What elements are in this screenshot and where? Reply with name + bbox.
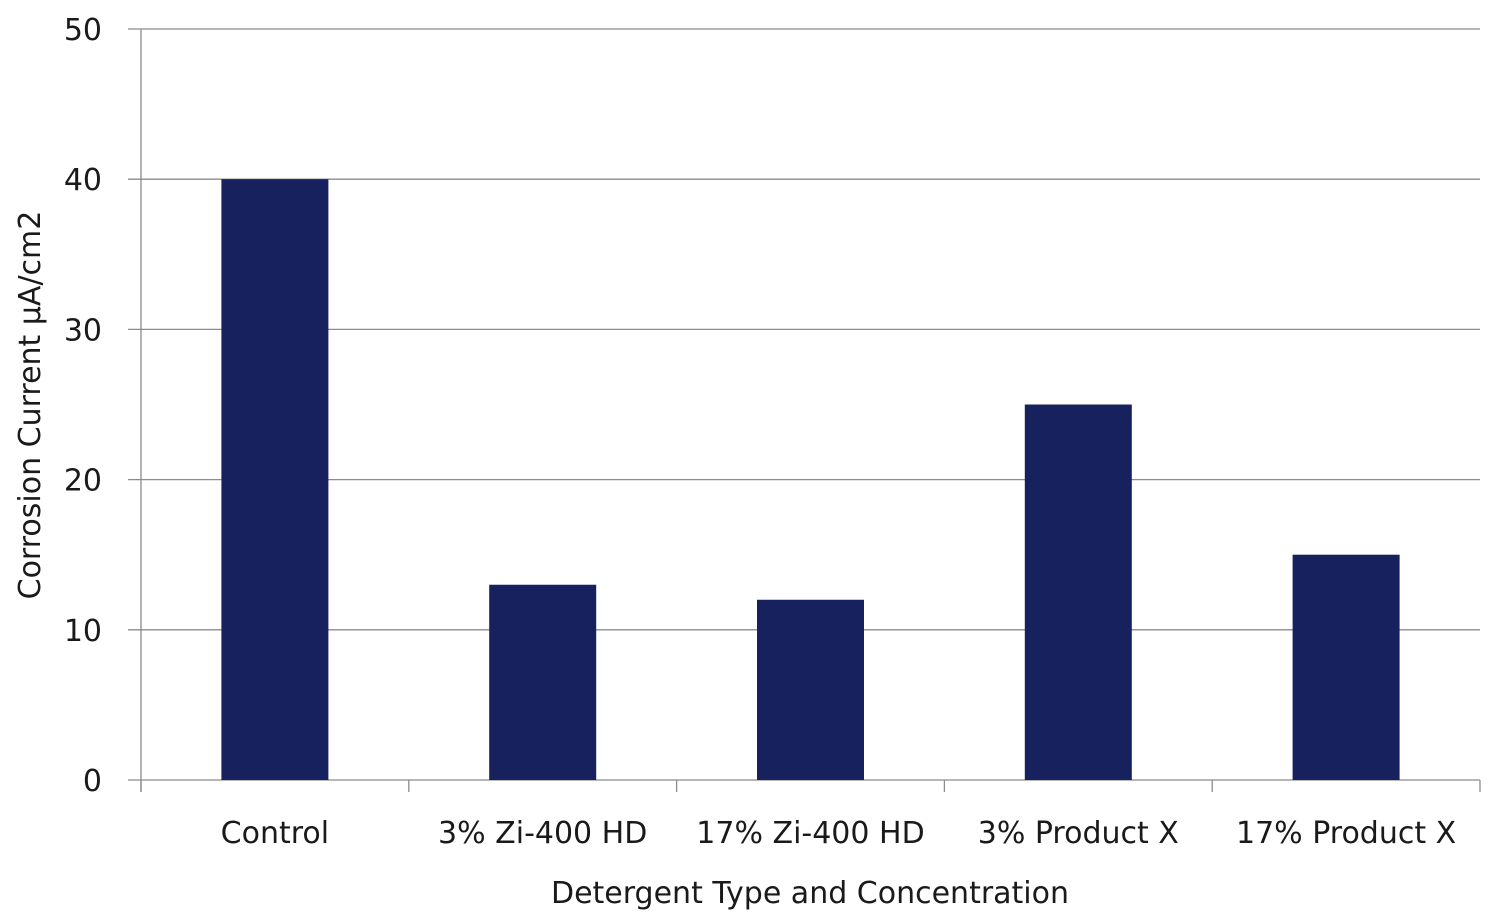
x-category-label: Control bbox=[221, 816, 329, 851]
y-tick-label: 50 bbox=[64, 13, 102, 48]
x-category-label: 17% Product X bbox=[1236, 816, 1456, 851]
y-tick-label: 40 bbox=[64, 163, 102, 198]
bar bbox=[1024, 404, 1132, 780]
bars bbox=[221, 179, 1400, 780]
y-axis-title: Corrosion Current µA/cm2 bbox=[13, 211, 48, 600]
bar bbox=[757, 599, 864, 780]
gridlines bbox=[128, 28, 1480, 792]
y-tick-label: 0 bbox=[83, 764, 102, 799]
y-tick-label: 10 bbox=[64, 614, 102, 649]
bar bbox=[489, 584, 597, 780]
x-category-label: 3% Zi-400 HD bbox=[438, 816, 647, 851]
bar bbox=[221, 179, 329, 780]
x-category-label: 3% Product X bbox=[978, 816, 1179, 851]
x-category-label: 17% Zi-400 HD bbox=[696, 816, 924, 851]
y-tick-label: 20 bbox=[64, 464, 102, 499]
x-axis: Control 3% Zi-400 HD 17% Zi-400 HD 3% Produ… bbox=[140, 780, 1481, 851]
y-axis-ticks: 0 10 20 30 40 50 bbox=[64, 13, 102, 799]
y-tick-label: 30 bbox=[64, 313, 102, 348]
bar bbox=[1292, 554, 1400, 780]
x-axis-title: Detergent Type and Concentration bbox=[551, 876, 1069, 911]
